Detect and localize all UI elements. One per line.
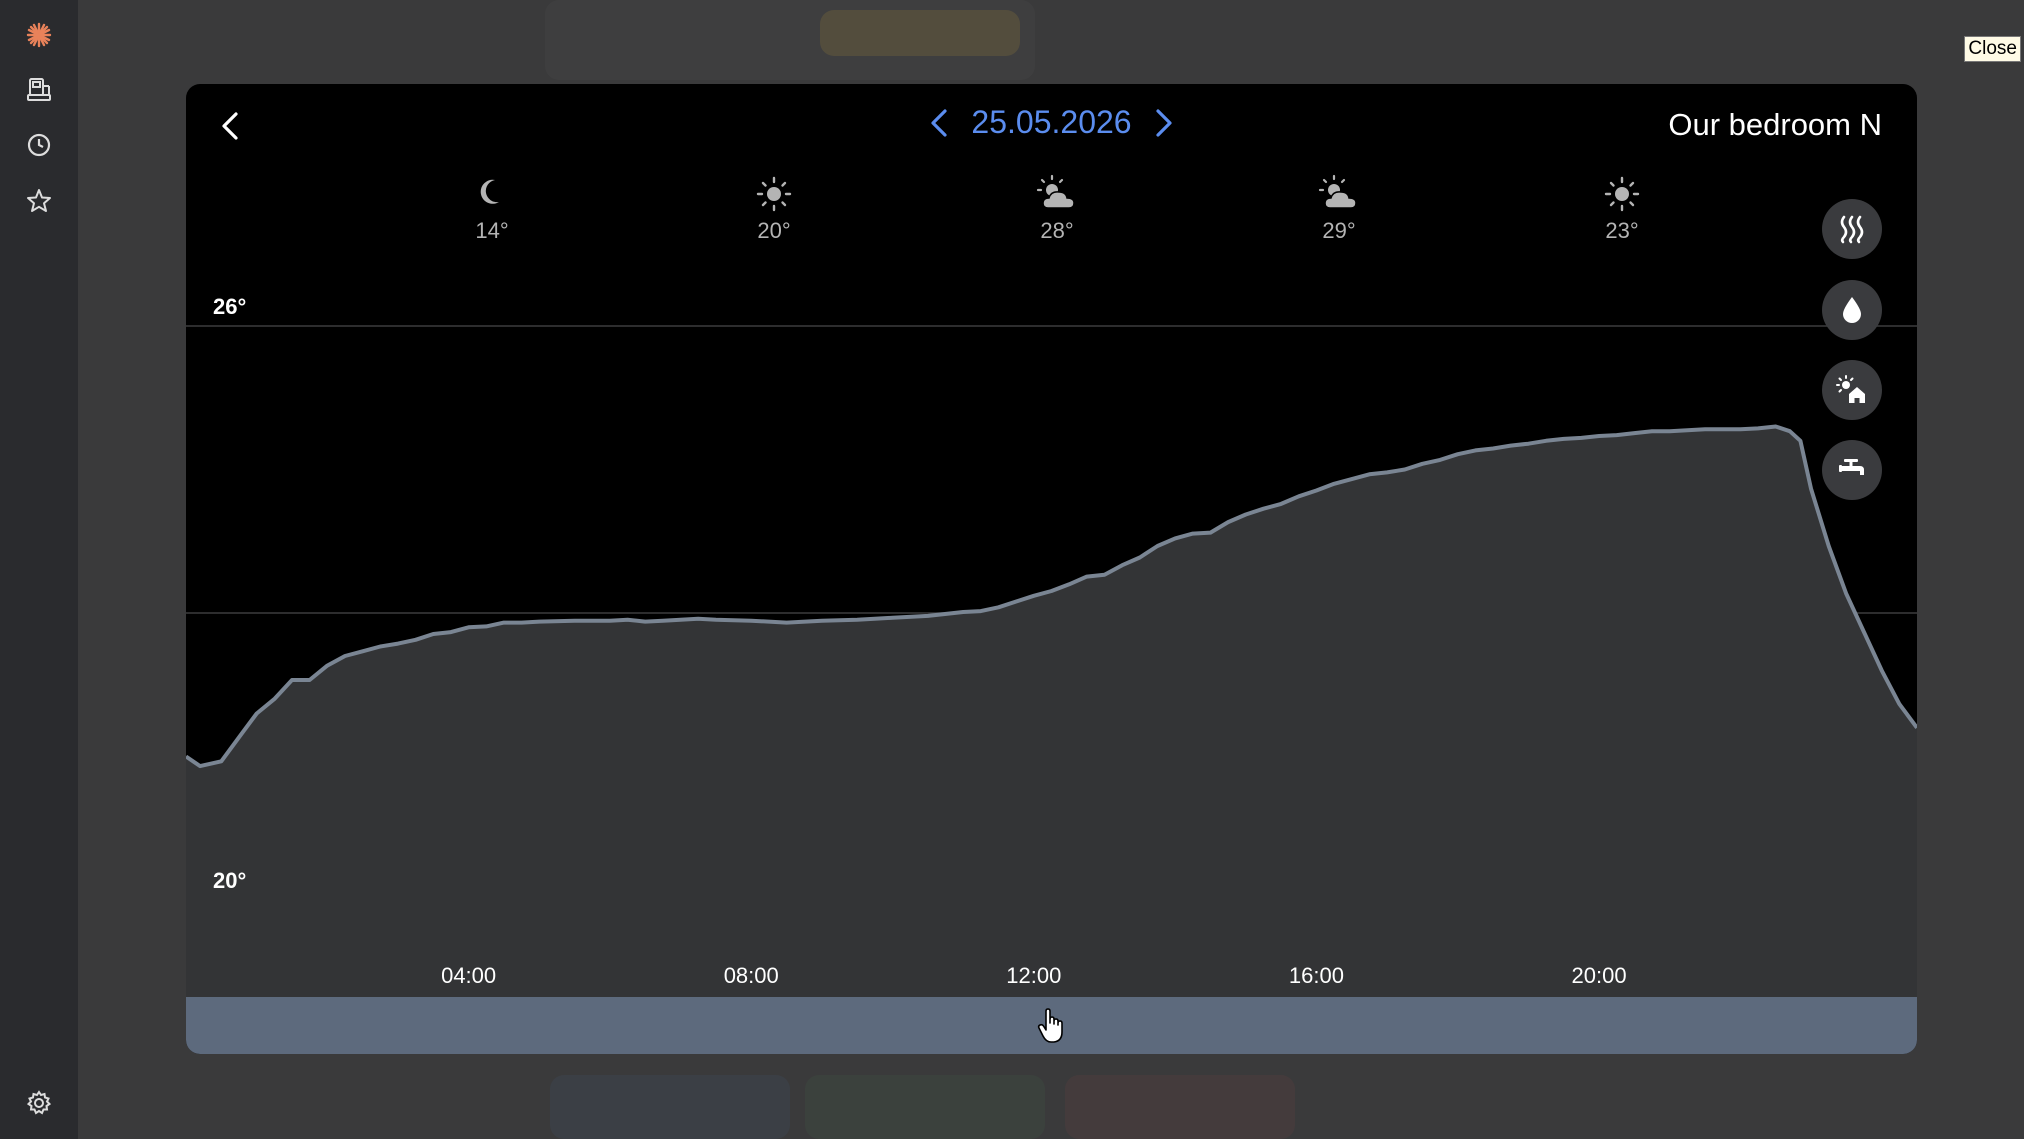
weather-slot: 29° bbox=[1279, 170, 1399, 244]
background-tile-blue bbox=[550, 1075, 790, 1139]
x-tick-label: 16:00 bbox=[1289, 963, 1344, 988]
hand-pointer-icon bbox=[1037, 1007, 1063, 1043]
outdoor-icon bbox=[1836, 375, 1865, 403]
weather-slot: 28° bbox=[997, 170, 1117, 244]
current-date[interactable]: 25.05.2026 bbox=[971, 104, 1132, 140]
y-tick-label: 20° bbox=[213, 868, 246, 893]
sun-icon bbox=[1562, 170, 1682, 216]
next-day-button[interactable] bbox=[1150, 105, 1178, 141]
temperature-history-modal: 20° 26° 04:00 08:00 12:00 16:00 20:00 25.05.2… bbox=[186, 84, 1917, 1054]
hot-water-icon bbox=[1839, 459, 1864, 475]
outdoor-button[interactable] bbox=[1822, 360, 1882, 420]
weather-slot: 14° bbox=[432, 170, 552, 244]
background-tile-green bbox=[805, 1075, 1045, 1139]
heating-icon bbox=[1840, 215, 1864, 244]
temperature-area bbox=[186, 426, 1917, 997]
favorites-icon[interactable] bbox=[19, 181, 59, 221]
x-tick-label: 12:00 bbox=[1006, 963, 1061, 988]
room-title: Our bedroom N bbox=[1668, 107, 1882, 142]
x-tick-label: 08:00 bbox=[724, 963, 779, 988]
devices-icon[interactable] bbox=[19, 70, 59, 110]
history-icon[interactable] bbox=[19, 125, 59, 165]
y-tick-label: 26° bbox=[213, 294, 246, 319]
sun-icon bbox=[714, 170, 834, 216]
x-tick-label: 04:00 bbox=[441, 963, 496, 988]
weather-temp: 28° bbox=[1040, 218, 1074, 243]
settings-icon[interactable] bbox=[19, 1083, 59, 1123]
sidebar bbox=[0, 0, 78, 1139]
temperature-line bbox=[186, 424, 1917, 769]
moon-icon bbox=[432, 170, 552, 216]
previous-day-button[interactable] bbox=[925, 105, 953, 141]
background-card bbox=[545, 0, 1035, 80]
background-badge bbox=[820, 10, 1020, 56]
x-tick-label: 20:00 bbox=[1572, 963, 1627, 988]
weather-temp: 14° bbox=[475, 218, 509, 243]
temperature-chart: 20° 26° 04:00 08:00 12:00 16:00 20:00 bbox=[186, 294, 1917, 997]
sun-logo-icon[interactable] bbox=[19, 15, 59, 55]
date-navigator: 25.05.2026 bbox=[186, 104, 1917, 141]
weather-slot: 23° bbox=[1562, 170, 1682, 244]
hot-water-button[interactable] bbox=[1822, 440, 1882, 500]
partly-cloudy-icon bbox=[997, 170, 1117, 216]
humidity-icon bbox=[1843, 297, 1861, 323]
background-tile-red bbox=[1065, 1075, 1295, 1139]
close-button[interactable]: Close bbox=[1964, 36, 2021, 62]
partly-cloudy-icon bbox=[1279, 170, 1399, 216]
weather-temp: 20° bbox=[757, 218, 791, 243]
heating-button[interactable] bbox=[1822, 199, 1882, 259]
weather-temp: 23° bbox=[1605, 218, 1639, 243]
back-button[interactable] bbox=[210, 106, 250, 146]
humidity-button[interactable] bbox=[1822, 280, 1882, 340]
weather-temp: 29° bbox=[1322, 218, 1356, 243]
timeline-scrubber[interactable] bbox=[186, 997, 1917, 1054]
weather-slot: 20° bbox=[714, 170, 834, 244]
